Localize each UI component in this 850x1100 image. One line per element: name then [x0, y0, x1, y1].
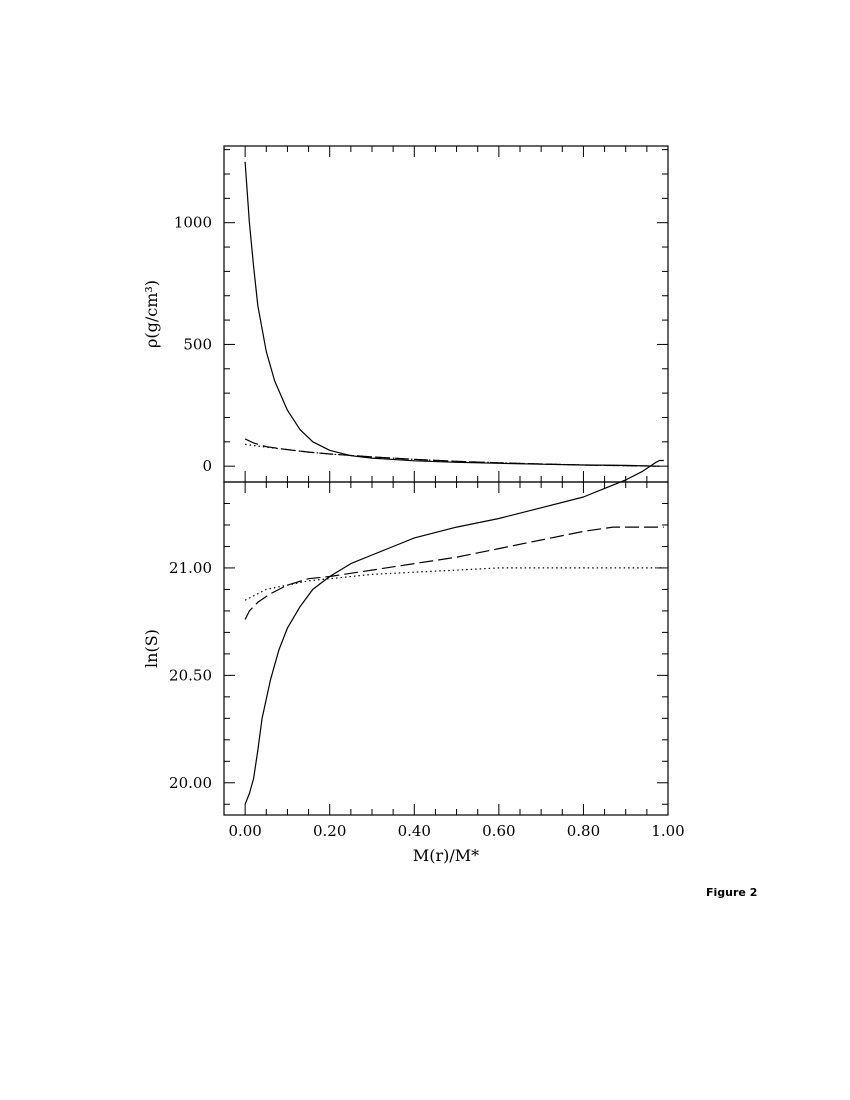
x-tick-label: 0.00: [228, 822, 261, 840]
x-tick-label: 0.60: [482, 822, 515, 840]
y-axis-label: ρ(g/cm³): [142, 280, 161, 348]
x-tick-label: 0.20: [313, 822, 346, 840]
x-tick-label: 0.40: [398, 822, 431, 840]
series-line-dashed: [244, 526, 664, 620]
y-tick-label: 21.00: [169, 559, 212, 577]
x-axis-label: M(r)/M*: [413, 846, 479, 865]
series-line-dashed: [244, 438, 660, 467]
entropy-panel: 20.00 20.50 21.00 0.00 0.20 0.40 0.60 0.80 1.00 l…: [142, 459, 685, 865]
figure-caption: Figure 2: [706, 886, 758, 899]
density-panel: 0 500 1000 ρ(g/cm³): [142, 145, 669, 483]
x-tick-label: 1.00: [651, 822, 684, 840]
x-tick-label: 0.80: [567, 822, 600, 840]
plot-frame: [223, 145, 669, 483]
y-tick-label: 20.00: [169, 774, 212, 792]
series-line-dotted: [244, 567, 664, 601]
series-line-solid: [244, 161, 660, 467]
y-tick-label: 0: [202, 457, 212, 475]
plot-frame: [223, 481, 669, 816]
y-tick-label: 1000: [174, 214, 212, 232]
y-tick-label: 20.50: [169, 666, 212, 684]
y-axis-label: ln(S): [142, 629, 161, 668]
y-tick-label: 500: [183, 335, 212, 353]
series-line-solid: [244, 459, 664, 805]
series-line-dotted: [245, 443, 660, 467]
